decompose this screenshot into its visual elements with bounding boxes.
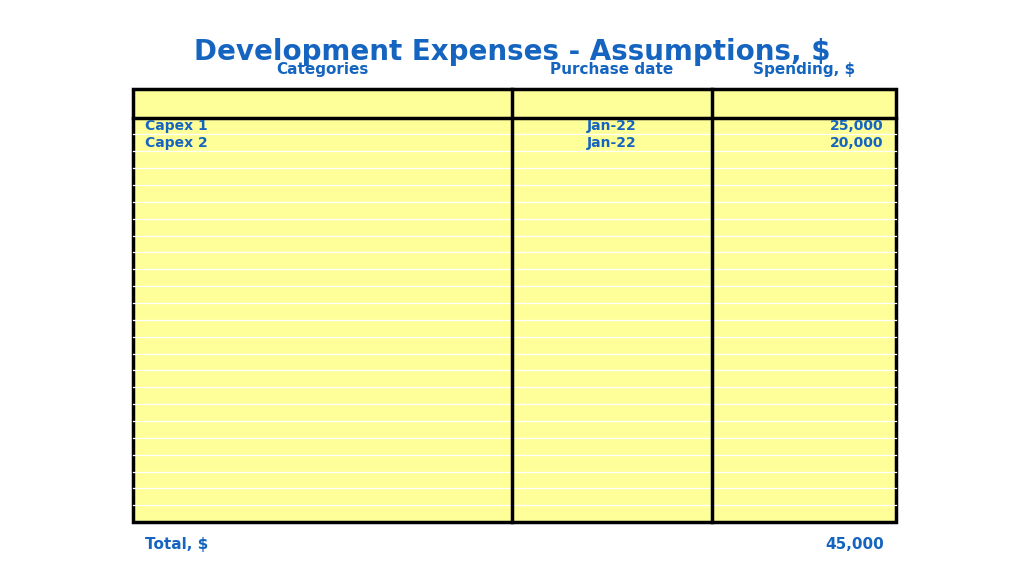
Text: Purchase date: Purchase date [550,62,674,77]
Text: Capex 1: Capex 1 [145,119,208,133]
Text: Categories: Categories [276,62,369,77]
Text: 20,000: 20,000 [830,136,884,150]
Text: Development Expenses - Assumptions, $: Development Expenses - Assumptions, $ [194,38,830,66]
Text: Spending, $: Spending, $ [753,62,855,77]
Text: 45,000: 45,000 [825,537,884,552]
Text: Capex 2: Capex 2 [145,136,208,150]
Text: Jan-22: Jan-22 [587,119,637,133]
Text: 25,000: 25,000 [830,119,884,133]
Bar [133,89,896,522]
Text: Total, $: Total, $ [145,537,209,552]
Text: Jan-22: Jan-22 [587,136,637,150]
